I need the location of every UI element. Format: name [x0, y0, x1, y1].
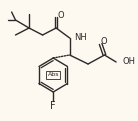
Text: O: O: [58, 11, 64, 20]
Text: Abs: Abs: [47, 72, 59, 77]
Text: O: O: [100, 37, 107, 45]
Text: NH: NH: [75, 33, 87, 42]
Text: OH: OH: [123, 57, 136, 67]
Text: F: F: [50, 101, 56, 111]
